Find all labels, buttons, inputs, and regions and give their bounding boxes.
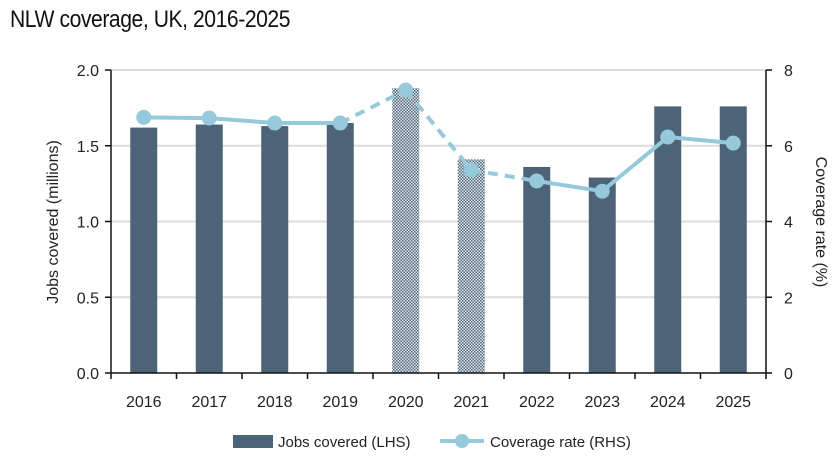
point-2016 (136, 109, 152, 125)
line-segment (536, 178, 603, 194)
point-2020 (398, 82, 414, 98)
x-tick-label: 2020 (388, 394, 424, 411)
legend: Jobs covered (LHS) Coverage rate (RHS) (233, 434, 631, 451)
point-2025 (725, 135, 741, 151)
point-2022 (529, 173, 545, 189)
point-2024 (660, 129, 676, 145)
bar-2019 (326, 123, 354, 374)
y-tick-label: 0.5 (77, 290, 99, 307)
line-segment (143, 115, 210, 121)
line-segment (209, 116, 275, 126)
x-tick-label: 2023 (584, 394, 620, 411)
bar-2024 (654, 106, 682, 374)
point-2021 (463, 162, 479, 178)
x-tick-label: 2019 (322, 394, 358, 411)
y2-tick-label: 6 (784, 139, 793, 156)
line-segment (339, 88, 407, 125)
legend-swatch-marker (455, 434, 469, 448)
bar-2025 (719, 106, 747, 374)
y2-tick-label: 8 (784, 63, 793, 80)
line-segment (667, 135, 734, 146)
x-tick-label: 2025 (715, 394, 751, 411)
x-tick-label: 2021 (453, 394, 489, 411)
x-tick-label: 2016 (126, 394, 162, 411)
legend-swatch-bar (233, 435, 273, 448)
x-tick-label: 2018 (257, 394, 293, 411)
bar-2018 (261, 126, 289, 374)
y2-tick-label: 2 (784, 290, 793, 307)
chart-title: NLW coverage, UK, 2016-2025 (10, 6, 291, 33)
point-2018 (267, 115, 283, 131)
bar-2023 (588, 177, 616, 373)
y2-tick-label: 4 (784, 215, 793, 232)
bar-2017 (195, 124, 223, 373)
point-2023 (594, 183, 610, 199)
point-2017 (201, 110, 217, 126)
bar-2022 (523, 166, 551, 373)
y-tick-label: 1.0 (77, 215, 99, 232)
y-axis-label: Jobs covered (millions) (45, 140, 62, 304)
y-tick-label: 1.5 (77, 139, 99, 156)
x-tick-label: 2024 (650, 394, 686, 411)
point-2019 (332, 115, 348, 131)
x-tick-label: 2017 (191, 394, 227, 411)
y2-axis-label: Coverage rate (%) (812, 157, 829, 288)
line-segment (404, 88, 473, 172)
bar-2020 (392, 88, 420, 374)
legend-label-jobs: Jobs covered (LHS) (278, 434, 411, 451)
bar-2016 (130, 127, 158, 373)
x-tick-label: 2022 (519, 394, 555, 411)
line-segment (470, 168, 538, 183)
bar-2021 (457, 159, 485, 373)
line-segment (600, 135, 670, 193)
y-tick-label: 2.0 (77, 63, 99, 80)
y2-tick-label: 0 (784, 366, 793, 383)
y-tick-label: 0.0 (77, 366, 99, 383)
legend-label-rate: Coverage rate (RHS) (490, 434, 631, 451)
